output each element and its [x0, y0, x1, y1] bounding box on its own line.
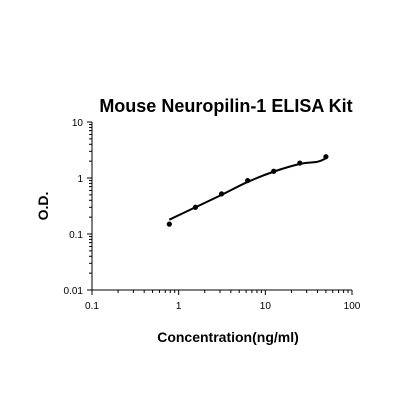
x-tick-label: 1: [176, 301, 182, 312]
data-point: [297, 160, 303, 166]
fit-curve-layer: [168, 157, 327, 221]
y-tick-label: 0.01: [64, 286, 84, 297]
data-point: [271, 168, 277, 174]
y-tick-label: 1: [77, 174, 83, 185]
y-axis-label: O.D.: [35, 192, 51, 221]
x-axis-label: Concentration(ng/ml): [157, 329, 299, 345]
data-point: [245, 177, 251, 184]
y-tick-label: 0.1: [69, 230, 83, 241]
fit-curve-line: [168, 157, 327, 221]
x-tick-label: 10: [260, 301, 272, 312]
x-tick-label: 100: [344, 301, 361, 312]
data-point: [166, 221, 172, 227]
y-tick-label: 10: [72, 118, 84, 129]
data-point: [218, 191, 225, 197]
data-point: [192, 204, 199, 210]
x-tick-label: 0.1: [85, 301, 99, 312]
chart-title: Mouse Neuropilin-1 ELISA Kit: [99, 96, 352, 116]
data-points-layer: [166, 154, 329, 227]
data-point: [323, 154, 329, 160]
